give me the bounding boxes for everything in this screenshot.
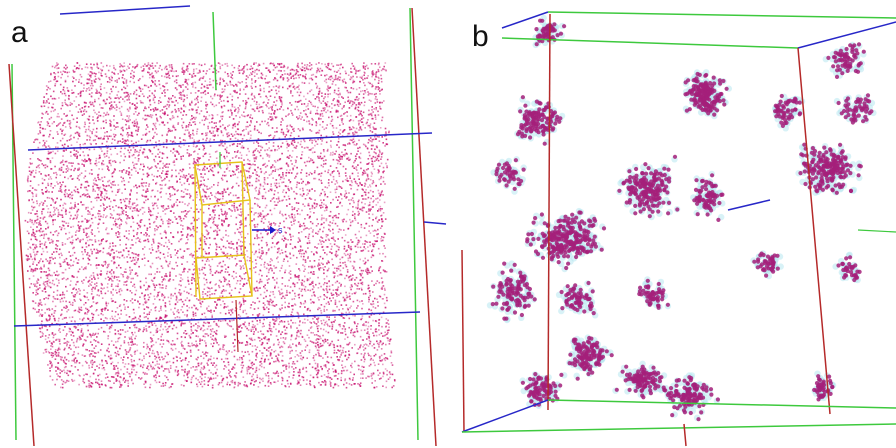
roi-box: s bbox=[194, 152, 283, 300]
bounding-box-a bbox=[8, 5, 447, 447]
atom-clusters-b bbox=[490, 18, 874, 422]
panel-a: s a bbox=[8, 5, 447, 447]
atom-map-a: s bbox=[8, 5, 447, 447]
panel-b: b bbox=[448, 0, 896, 448]
atom-map-b bbox=[461, 11, 896, 447]
roi-axis-label: s bbox=[278, 225, 283, 235]
halo-layer-b bbox=[486, 14, 877, 421]
atom-cloud-a bbox=[24, 62, 396, 389]
bounding-box-b bbox=[461, 11, 896, 447]
panel-label-b: b bbox=[472, 20, 489, 53]
panel-label-a: a bbox=[11, 16, 28, 49]
